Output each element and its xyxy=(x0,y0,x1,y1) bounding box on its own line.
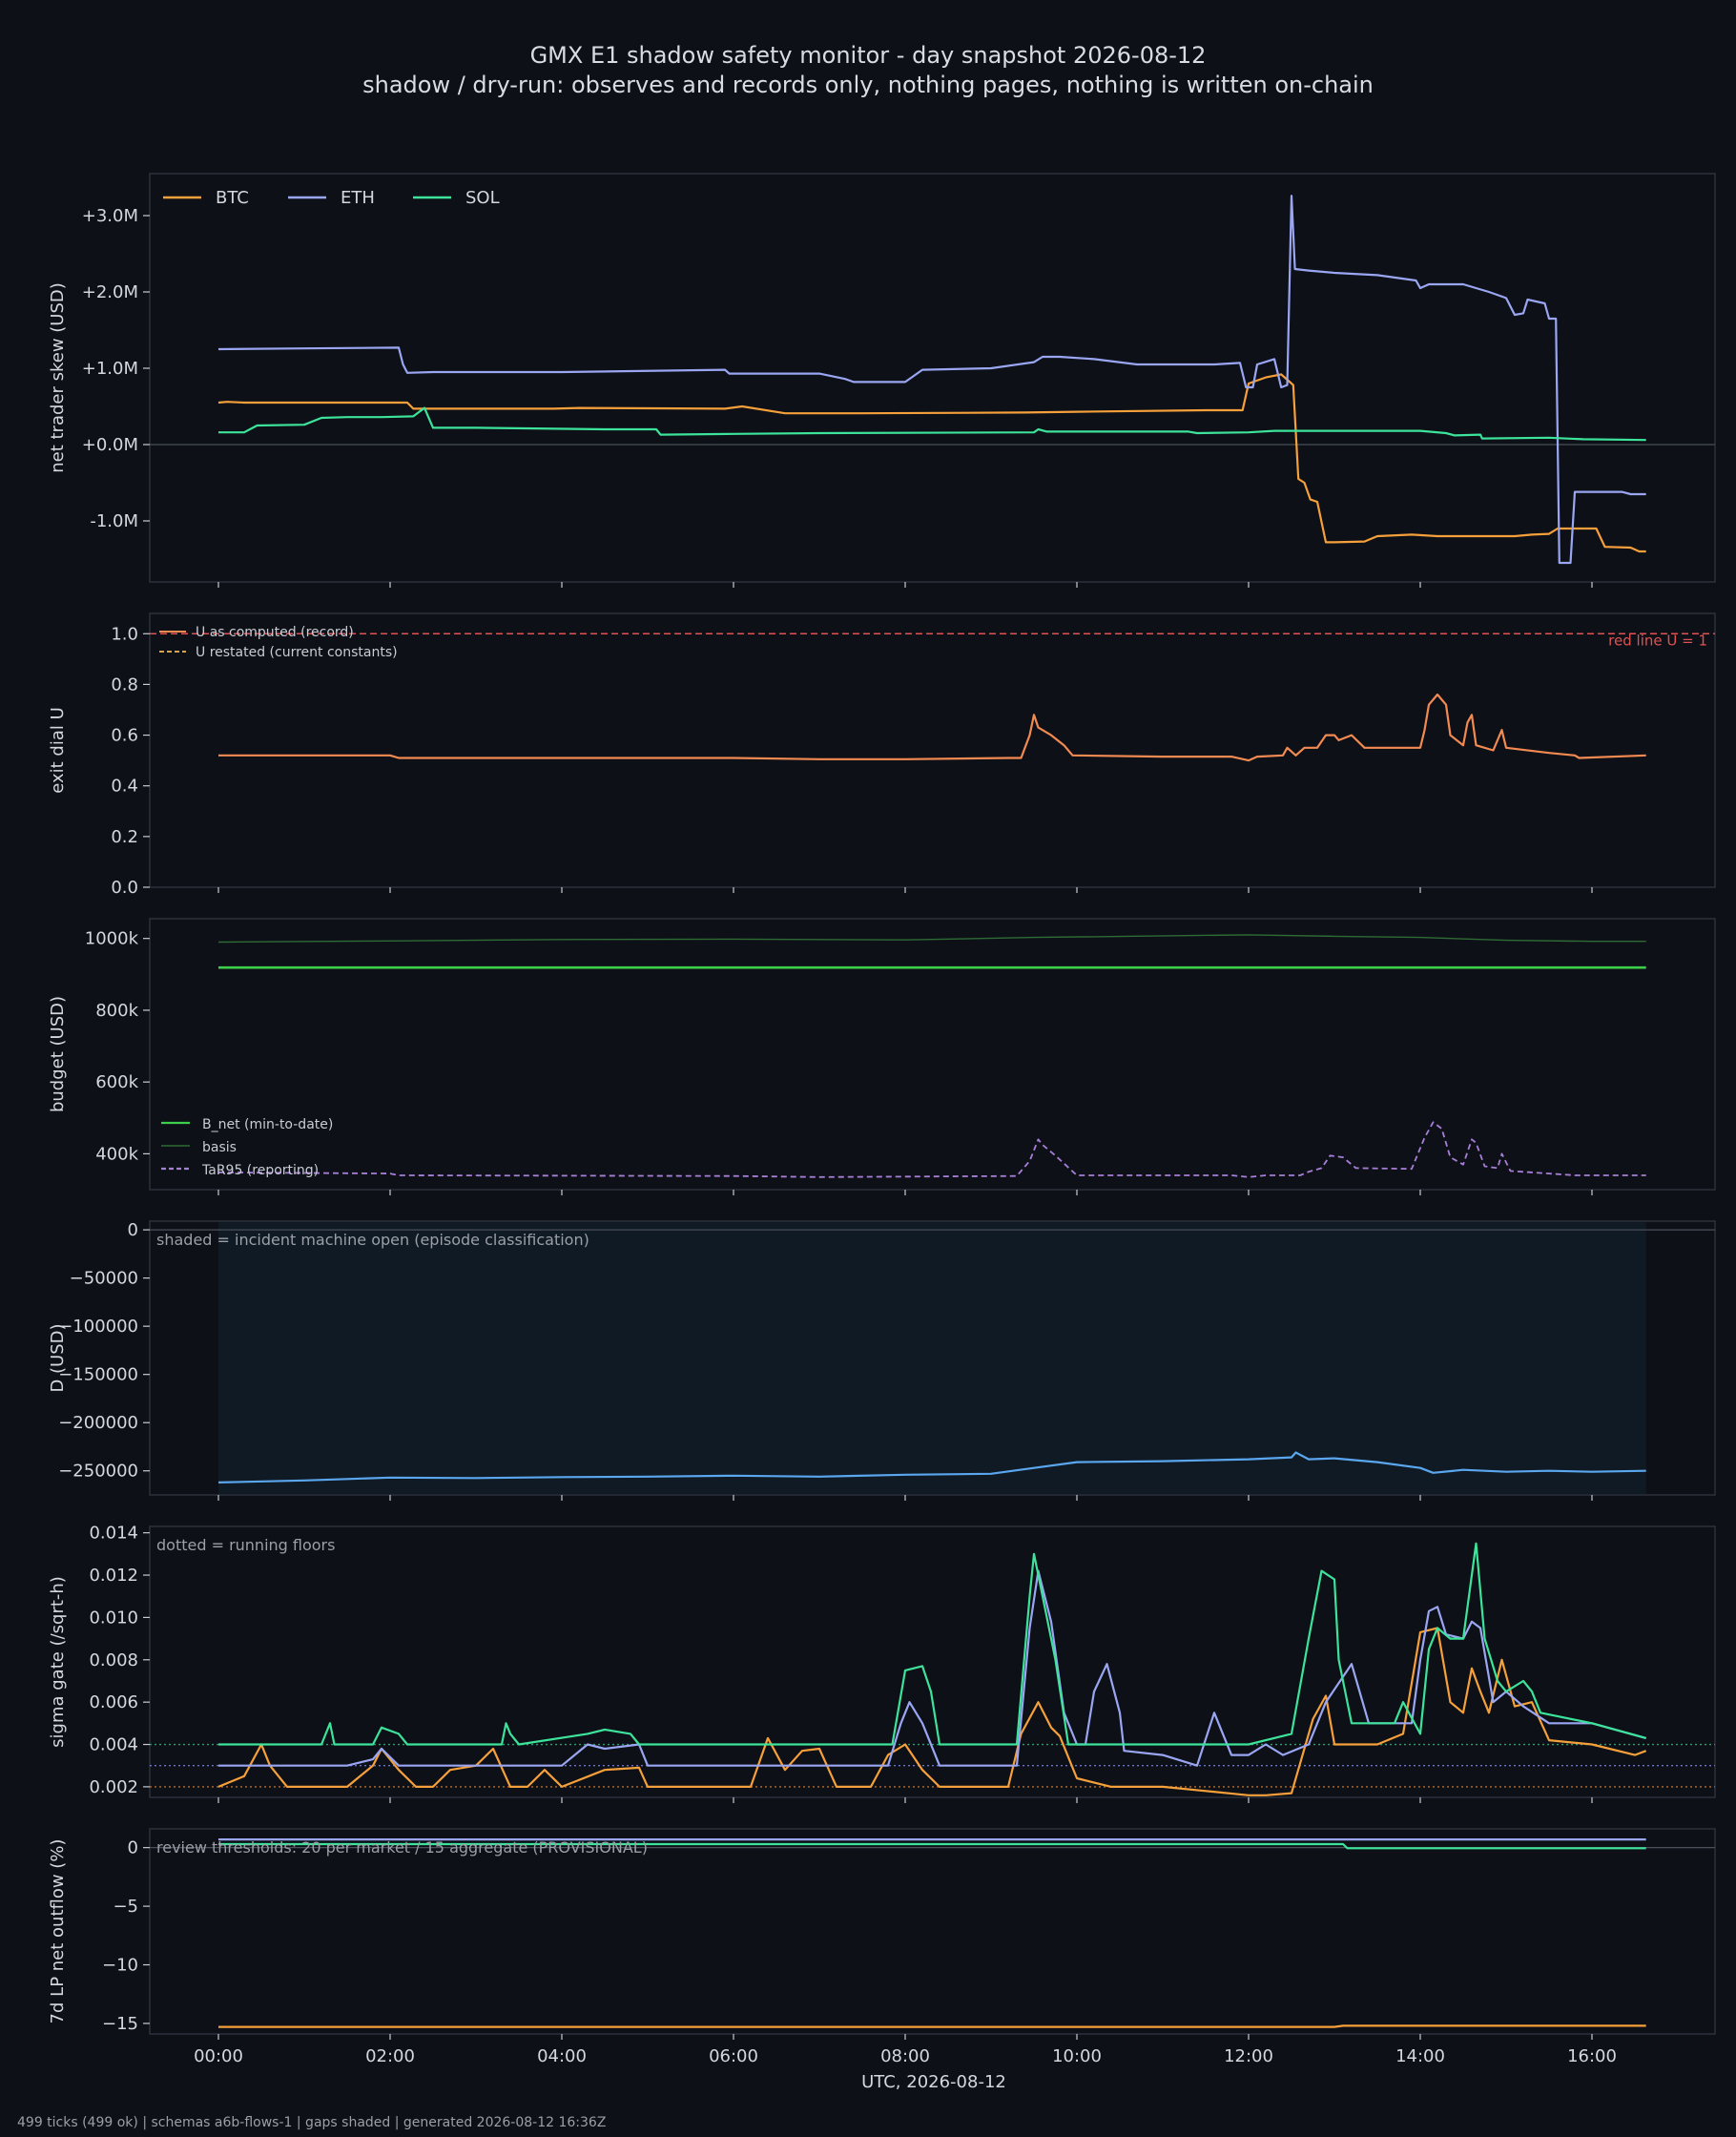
y-tick-label: 0.6 xyxy=(111,726,138,746)
y-axis-label: budget (USD) xyxy=(48,996,68,1112)
y-axis-label: net trader skew (USD) xyxy=(48,282,68,473)
x-tick-label: 02:00 xyxy=(365,2046,415,2066)
y-tick-label: +2.0M xyxy=(82,282,138,302)
panel-frame xyxy=(149,1828,1716,2035)
chart-subtitle: shadow / dry-run: observes and records o… xyxy=(362,72,1374,98)
x-tick-label: 06:00 xyxy=(709,2046,758,2066)
series-line-d xyxy=(217,1451,1646,1483)
chart-title: GMX E1 shadow safety monitor - day snaps… xyxy=(530,42,1207,69)
y-axis-label: 7d LP net outflow (%) xyxy=(48,1839,68,2024)
y-tick-label: +1.0M xyxy=(82,359,138,379)
series-line-eth xyxy=(217,195,1646,565)
series-line-basis xyxy=(217,934,1646,944)
panel-frame xyxy=(149,612,1716,888)
legend-label: B_net (min-to-date) xyxy=(202,1117,333,1132)
x-tick-label: 04:00 xyxy=(537,2046,587,2066)
panel-5: 0.014 0.012 0.010 0.008 0.006 0.004 0.002 sigma… xyxy=(48,1524,1716,1803)
y-tick-label: -1.0M xyxy=(90,511,138,531)
y-tick-label: 0.014 xyxy=(89,1524,138,1544)
panel-annotation: shaded = incident machine open (episode … xyxy=(156,1231,589,1249)
y-tick-label: 0.8 xyxy=(111,674,138,695)
series-line-sol xyxy=(218,1542,1646,1746)
y-tick-label: +3.0M xyxy=(82,206,138,226)
footer-note: 499 ticks (499 ok) | schemas a6b-flows-1… xyxy=(17,2115,606,2130)
legend-label: ETH xyxy=(341,188,375,208)
incident-shading xyxy=(218,1222,1646,1494)
y-tick-label: 0.008 xyxy=(89,1650,138,1670)
x-axis-label: UTC, 2026-08-12 xyxy=(861,2072,1006,2092)
series-line-btc xyxy=(217,1627,1647,1796)
panel-frame xyxy=(149,1220,1716,1496)
panel-annotation: dotted = running floors xyxy=(156,1536,335,1554)
y-tick-label: −250000 xyxy=(58,1462,138,1482)
y-tick-label: −150000 xyxy=(58,1365,138,1385)
panel-2: 1.0 0.8 0.6 0.4 0.2 0.0 exit dial U red line U … xyxy=(48,612,1716,898)
legend-label: TaR95 (reporting) xyxy=(201,1163,319,1178)
panel-annotation: review thresholds: 20 per market / 15 ag… xyxy=(156,1838,648,1857)
y-tick-label: −50000 xyxy=(70,1269,138,1289)
x-tick-label: 00:00 xyxy=(194,2046,243,2066)
x-tick-label: 14:00 xyxy=(1395,2046,1445,2066)
panel-frame xyxy=(149,173,1716,583)
red-line-label: red line U = 1 xyxy=(1608,632,1707,649)
y-tick-label: 1000k xyxy=(85,929,139,949)
legend-label: U restated (current constants) xyxy=(196,645,398,660)
x-tick-label: 08:00 xyxy=(880,2046,930,2066)
y-tick-label: 0.0 xyxy=(111,878,138,898)
legend-label: U as computed (record) xyxy=(196,625,354,640)
y-tick-label: 0.4 xyxy=(111,777,138,797)
y-tick-label: 0.012 xyxy=(89,1566,138,1586)
legend-label: BTC xyxy=(216,188,249,208)
series-line-sol xyxy=(218,1842,1646,1850)
y-tick-label: −15 xyxy=(102,2014,138,2034)
x-tick-label: 12:00 xyxy=(1224,2046,1273,2066)
y-tick-label: 0 xyxy=(128,1220,138,1240)
series-line-eth xyxy=(218,1569,1646,1767)
y-axis-label: exit dial U xyxy=(48,707,68,794)
y-tick-label: 400k xyxy=(95,1144,138,1164)
panel-4: 0 −50000 −100000 −150000 −200000 −250000 D (US… xyxy=(48,1220,1716,1501)
series-line-btc xyxy=(218,2024,1646,2028)
x-tick-label: 10:00 xyxy=(1052,2046,1102,2066)
y-tick-label: +0.0M xyxy=(82,435,138,455)
legend-label: SOL xyxy=(465,188,500,208)
y-tick-label: −10 xyxy=(102,1956,138,1976)
y-tick-label: 1.0 xyxy=(111,624,138,644)
y-tick-label: 600k xyxy=(95,1072,138,1092)
y-tick-label: −200000 xyxy=(58,1413,138,1433)
series-line-sol xyxy=(218,406,1646,442)
panel-frame xyxy=(149,1525,1716,1798)
y-tick-label: 0.010 xyxy=(89,1608,138,1628)
legend-label: basis xyxy=(202,1140,237,1155)
y-tick-label: −100000 xyxy=(58,1317,138,1337)
series-line-u-as-computed-record- xyxy=(218,693,1646,762)
y-tick-label: 0.2 xyxy=(111,827,138,847)
y-axis-label: sigma gate (/sqrt-h) xyxy=(48,1576,68,1748)
y-axis-label: D (USD) xyxy=(48,1323,68,1392)
panel-frame xyxy=(149,918,1716,1191)
y-tick-label: 0.006 xyxy=(89,1692,138,1712)
panel-3: 1000k 800k 600k 400k budget (USD) B_net (min-… xyxy=(48,918,1716,1195)
y-tick-label: −5 xyxy=(113,1897,138,1917)
panel-1: +3.0M +2.0M +1.0M +0.0M -1.0M net trader skew… xyxy=(48,173,1716,588)
y-tick-label: 800k xyxy=(95,1001,138,1021)
y-tick-label: 0.002 xyxy=(89,1777,138,1797)
y-tick-label: 0 xyxy=(128,1838,138,1858)
panel-6: 0 −5 −10 −15 7d LP net outflow (%) review thr… xyxy=(48,1828,1716,2040)
x-tick-label: 16:00 xyxy=(1567,2046,1617,2066)
y-tick-label: 0.004 xyxy=(89,1735,138,1755)
series-line-tar95-reporting- xyxy=(217,1121,1646,1178)
